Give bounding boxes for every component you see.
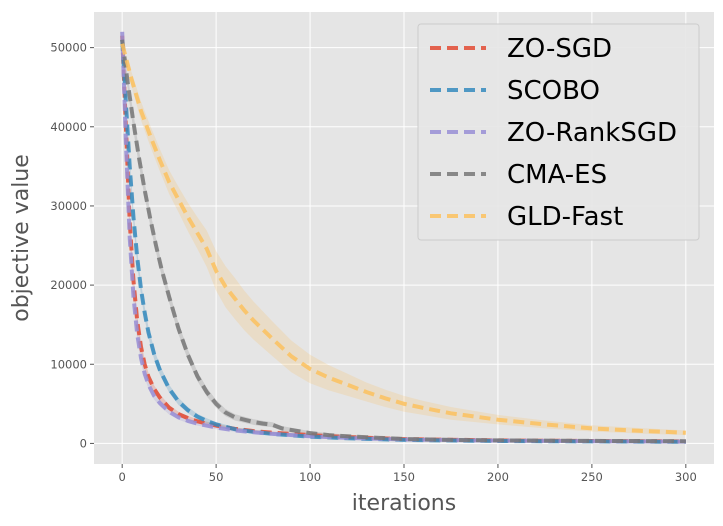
legend-box <box>417 23 700 241</box>
y-axis-title: objective value <box>9 154 34 322</box>
x-tick-label: 250 <box>581 470 603 484</box>
legend: ZO-SGD SCOBO ZO-RankSGD CMA-ES GLD-Fast <box>417 23 700 241</box>
x-tick-label: 200 <box>487 470 509 484</box>
y-tick-label: 50000 <box>50 41 87 55</box>
axis-ticks: 0 50 100 150 200 250 300 0 10000 20000 30000 40000 5… <box>50 41 696 484</box>
series-line-cma-es <box>120 39 686 444</box>
x-tick-label: 0 <box>119 470 126 484</box>
series-line-zo-ranksgd <box>120 31 686 444</box>
y-tick-label: 10000 <box>50 357 87 371</box>
band-scobo <box>122 39 686 443</box>
x-tick-label: 300 <box>675 470 697 484</box>
x-tick-label: 100 <box>299 470 321 484</box>
legend-label-cma-es: CMA-ES <box>507 160 607 190</box>
band-gld-fast <box>122 43 686 436</box>
series-lines <box>120 31 686 444</box>
x-tick-label: 50 <box>209 470 224 484</box>
y-tick-label: 20000 <box>50 278 87 292</box>
x-tick-label: 150 <box>393 470 415 484</box>
x-axis-title: iterations <box>352 491 456 516</box>
legend-label-zo-sgd: ZO-SGD <box>507 34 612 64</box>
series-line-gld-fast <box>120 43 686 435</box>
legend-label-gld-fast: GLD-Fast <box>507 202 623 232</box>
y-tick-label: 0 <box>80 436 87 450</box>
confidence-bands <box>122 31 686 443</box>
legend-label-zo-ranksgd: ZO-RankSGD <box>507 118 677 148</box>
legend-label-scobo: SCOBO <box>507 76 600 106</box>
y-tick-label: 40000 <box>50 120 87 134</box>
y-tick-label: 30000 <box>50 199 87 213</box>
